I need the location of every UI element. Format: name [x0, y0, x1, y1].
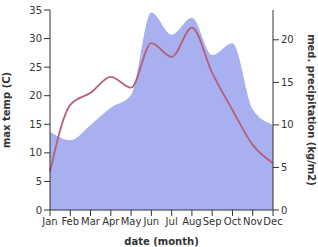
svg-text:25: 25: [29, 62, 42, 73]
svg-text:max temp (C): max temp (C): [8, 72, 12, 148]
svg-text:20: 20: [29, 90, 42, 101]
svg-text:Aug: Aug: [182, 216, 202, 227]
svg-text:Mar: Mar: [81, 216, 101, 227]
svg-text:Jan: Jan: [41, 216, 57, 227]
svg-text:0: 0: [281, 205, 287, 216]
svg-text:Oct: Oct: [224, 216, 241, 227]
svg-text:Feb: Feb: [61, 216, 79, 227]
svg-text:date (month): date (month): [124, 236, 198, 247]
svg-text:Sep: Sep: [203, 216, 222, 227]
svg-text:30: 30: [29, 33, 42, 44]
svg-text:10: 10: [281, 119, 294, 130]
svg-text:15: 15: [29, 119, 42, 130]
svg-text:Apr: Apr: [102, 216, 120, 227]
svg-text:35: 35: [29, 5, 42, 16]
svg-text:0: 0: [36, 205, 42, 216]
svg-text:Dec: Dec: [263, 216, 282, 227]
svg-text:15: 15: [281, 77, 294, 88]
svg-text:med. precipitation (kg/m2): med. precipitation (kg/m2): [306, 34, 310, 186]
svg-text:20: 20: [281, 34, 294, 45]
svg-text:10: 10: [29, 147, 42, 158]
svg-text:Jun: Jun: [143, 216, 160, 227]
svg-text:May: May: [121, 216, 142, 227]
svg-text:5: 5: [281, 162, 287, 173]
svg-text:Jul: Jul: [165, 216, 178, 227]
svg-text:Nov: Nov: [243, 216, 263, 227]
svg-text:5: 5: [36, 176, 42, 187]
